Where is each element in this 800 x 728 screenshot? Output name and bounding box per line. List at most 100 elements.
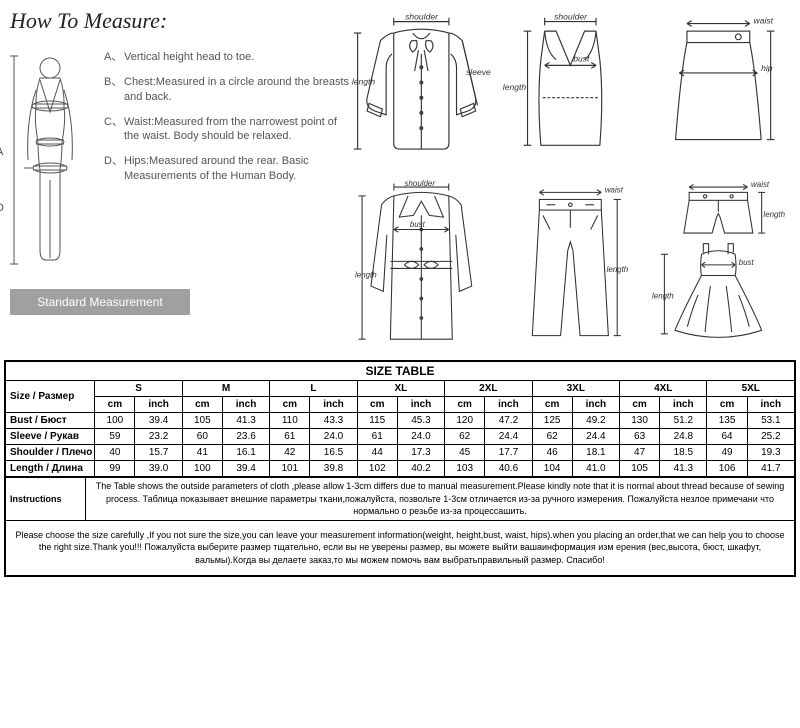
definition-letter: D、: [104, 154, 120, 184]
table-cell: 24.4: [485, 429, 532, 445]
body-figure-wrap: A D: [10, 50, 90, 275]
garment-coat: shoulder bust length: [350, 180, 493, 348]
left-column: How To Measure: A D: [10, 8, 350, 348]
table-row: Sleeve / Рукав5923.26023.66124.06124.062…: [6, 429, 795, 445]
label-shoulder: shoulder: [405, 12, 439, 22]
table-cell: 41.3: [660, 461, 707, 477]
table-cell: 49.2: [572, 413, 619, 429]
row-label: Sleeve / Рукав: [6, 429, 95, 445]
table-cell: 16.1: [222, 445, 269, 461]
definition-item: C、Waist:Measured from the narrowest poin…: [104, 115, 350, 145]
table-cell: 47.2: [485, 413, 532, 429]
unit-header: cm: [620, 397, 660, 413]
row-label: Bust / Бюст: [6, 413, 95, 429]
label-length: length: [502, 82, 526, 92]
unit-header: inch: [572, 397, 619, 413]
table-cell: 106: [707, 461, 747, 477]
label-waist: waist: [604, 185, 623, 194]
label-length: length: [352, 76, 376, 86]
table-cell: 125: [532, 413, 572, 429]
size-table: SIZE TABLE Size / Размер SMLXL2XL3XL4XL5…: [5, 361, 795, 477]
table-cell: 61: [270, 429, 310, 445]
label-length: length: [652, 291, 674, 300]
table-cell: 130: [620, 413, 660, 429]
table-cell: 120: [445, 413, 485, 429]
table-cell: 100: [182, 461, 222, 477]
footer-note: Please choose the size carefully ,If you…: [5, 521, 795, 576]
table-cell: 104: [532, 461, 572, 477]
table-cell: 101: [270, 461, 310, 477]
row-label: Length / Длина: [6, 461, 95, 477]
table-row: Bust / Бюст10039.410541.311043.311545.31…: [6, 413, 795, 429]
table-cell: 46: [532, 445, 572, 461]
garment-grid: shoulder length sleeve: [350, 8, 790, 348]
definition-letter: C、: [104, 115, 120, 145]
table-cell: 24.0: [310, 429, 357, 445]
size-column-header: 2XL: [445, 381, 532, 397]
size-header-row: Size / Размер SMLXL2XL3XL4XL5XL: [6, 381, 795, 397]
size-header-label: Size / Размер: [6, 381, 95, 413]
definition-text: Waist:Measured from the narrowest point …: [124, 115, 350, 145]
standard-measurement-badge: Standard Measurement: [10, 289, 190, 315]
definitions-list: A、Vertical height head to toe.B、Chest:Me…: [104, 50, 350, 194]
definition-text: Hips:Measured around the rear. Basic Mea…: [124, 154, 350, 184]
label-hip: hip: [761, 63, 773, 73]
size-column-header: 4XL: [620, 381, 707, 397]
unit-header: cm: [357, 397, 397, 413]
size-column-header: 3XL: [532, 381, 619, 397]
table-cell: 25.2: [747, 429, 794, 445]
table-cell: 43.3: [310, 413, 357, 429]
label-shoulder: shoulder: [554, 12, 588, 22]
label-shoulder: shoulder: [405, 180, 436, 188]
label-bust: bust: [410, 220, 426, 229]
unit-header: inch: [397, 397, 444, 413]
size-column-header: XL: [357, 381, 444, 397]
table-cell: 17.7: [485, 445, 532, 461]
table-cell: 103: [445, 461, 485, 477]
garment-shorts-dress: waist length bust length: [647, 180, 790, 348]
garment-blouse: shoulder length sleeve: [350, 8, 493, 176]
definition-text: Vertical height head to toe.: [124, 50, 254, 65]
measure-row: A D: [10, 50, 350, 275]
table-cell: 51.2: [660, 413, 707, 429]
table-cell: 40.6: [485, 461, 532, 477]
table-cell: 18.1: [572, 445, 619, 461]
table-cell: 102: [357, 461, 397, 477]
definition-letter: A、: [104, 50, 120, 65]
garment-trousers: waist length: [499, 180, 642, 348]
table-cell: 24.4: [572, 429, 619, 445]
size-table-title: SIZE TABLE: [6, 362, 795, 381]
table-cell: 23.6: [222, 429, 269, 445]
unit-header: cm: [532, 397, 572, 413]
label-a: A: [0, 146, 3, 158]
label-bust: bust: [573, 54, 590, 64]
table-cell: 41.3: [222, 413, 269, 429]
table-cell: 47: [620, 445, 660, 461]
table-cell: 41.0: [572, 461, 619, 477]
garments-panel: shoulder length sleeve: [350, 8, 790, 348]
table-cell: 63: [620, 429, 660, 445]
unit-header: inch: [222, 397, 269, 413]
definition-letter: B、: [104, 75, 120, 105]
unit-header: inch: [135, 397, 182, 413]
table-cell: 15.7: [135, 445, 182, 461]
table-cell: 19.3: [747, 445, 794, 461]
table-cell: 100: [95, 413, 135, 429]
unit-header: inch: [660, 397, 707, 413]
size-table-head: SIZE TABLE Size / Размер SMLXL2XL3XL4XL5…: [6, 362, 795, 413]
label-length: length: [606, 265, 628, 274]
label-waist: waist: [751, 180, 770, 189]
unit-header: cm: [95, 397, 135, 413]
table-cell: 59: [95, 429, 135, 445]
unit-header: inch: [747, 397, 794, 413]
label-length: length: [764, 210, 786, 219]
table-cell: 110: [270, 413, 310, 429]
unit-header: cm: [182, 397, 222, 413]
table-cell: 60: [182, 429, 222, 445]
unit-header: cm: [445, 397, 485, 413]
table-cell: 45.3: [397, 413, 444, 429]
unit-header-row: cminchcminchcminchcminchcminchcminchcmin…: [6, 397, 795, 413]
label-d: D: [0, 202, 4, 214]
table-cell: 44: [357, 445, 397, 461]
top-section: How To Measure: A D: [0, 0, 800, 360]
